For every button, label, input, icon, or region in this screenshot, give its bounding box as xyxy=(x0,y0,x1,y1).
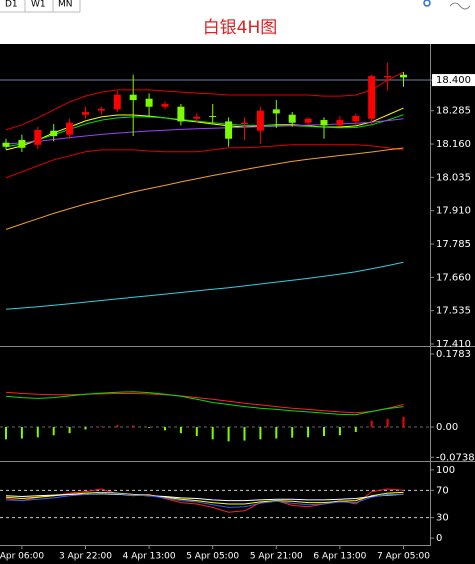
candle-body xyxy=(225,121,233,139)
x-tick-label: Apr 06:00 xyxy=(0,552,44,562)
histogram-bar xyxy=(291,427,294,438)
candle-body xyxy=(288,114,296,123)
histogram-bar xyxy=(402,416,405,428)
y-tick-label: 18.160 xyxy=(436,139,471,150)
histogram-bar xyxy=(148,427,151,428)
y-tick-label: 17.410 xyxy=(436,339,471,350)
candle-body xyxy=(66,122,74,135)
rsi-line xyxy=(5,492,404,508)
y-tick-label: 0 xyxy=(436,533,442,544)
candle-body xyxy=(241,122,248,125)
histogram-bar xyxy=(370,420,373,428)
histogram-bar xyxy=(338,427,341,436)
x-tick-label: 5 Apr 21:00 xyxy=(250,552,303,562)
histogram-bar xyxy=(211,427,214,440)
candle-body xyxy=(193,116,201,119)
histogram-bar xyxy=(116,425,119,428)
candle-body xyxy=(384,76,392,78)
y-tick-label: 18.285 xyxy=(436,106,471,117)
x-tick-label: 6 Apr 13:00 xyxy=(313,552,366,562)
x-tick-label: 3 Apr 22:00 xyxy=(59,552,112,562)
histogram-bar xyxy=(386,418,389,428)
candle-body xyxy=(2,142,10,147)
y-tick-label: 70 xyxy=(436,485,449,496)
candle-body xyxy=(272,109,280,114)
tab[interactable]: MN xyxy=(58,0,73,10)
macd-line xyxy=(5,391,404,416)
histogram-bar xyxy=(354,427,357,432)
candle-body xyxy=(177,106,185,122)
chart-title: 白银4H图 xyxy=(203,18,278,38)
candle-body xyxy=(304,118,312,123)
candle-body xyxy=(82,112,89,115)
histogram-bar xyxy=(307,427,310,438)
y-tick-label: 17.660 xyxy=(436,272,471,283)
candle-body xyxy=(368,76,376,119)
y-tick-label: 18.400 xyxy=(436,75,471,86)
candle-body xyxy=(18,140,26,148)
histogram-bar xyxy=(132,425,135,428)
candle-body xyxy=(161,104,169,107)
candle-body xyxy=(129,94,137,101)
price-label-box xyxy=(432,74,475,87)
histogram-bar xyxy=(275,427,278,439)
rsi-line xyxy=(5,493,404,502)
candle-body xyxy=(50,130,58,137)
candle-body xyxy=(113,94,121,110)
y-tick-label: 18.035 xyxy=(436,172,471,183)
candle-body xyxy=(400,74,407,78)
histogram-bar xyxy=(323,427,325,437)
y-tick-label: -0.0738 xyxy=(436,452,475,463)
x-tick-label: 5 Apr 05:00 xyxy=(186,552,239,562)
candle-body xyxy=(352,116,360,122)
tab[interactable]: D1 xyxy=(5,0,18,10)
indicator-line xyxy=(5,261,404,310)
histogram-bar xyxy=(179,427,182,434)
y-tick-label: 17.910 xyxy=(436,206,471,217)
macd-line xyxy=(5,391,404,414)
histogram-bar xyxy=(195,427,198,437)
candle-body xyxy=(97,108,105,111)
y-tick-label: 0.1783 xyxy=(436,349,471,360)
histogram-bar xyxy=(227,427,230,442)
histogram-bar xyxy=(5,427,7,440)
histogram-bar xyxy=(84,427,87,430)
histogram-bar xyxy=(243,427,246,441)
y-tick-label: 17.535 xyxy=(436,306,471,317)
y-tick-label: 0.00 xyxy=(436,422,458,433)
candle-body xyxy=(209,116,217,118)
y-tick-label: 17.785 xyxy=(436,239,471,250)
histogram-bar xyxy=(100,426,103,428)
chart-background xyxy=(0,44,475,564)
histogram-bar xyxy=(52,427,55,436)
histogram-bar xyxy=(164,427,166,431)
search-icon[interactable] xyxy=(423,0,431,7)
candle-body xyxy=(256,110,264,131)
candle-body xyxy=(336,120,344,126)
y-tick-label: 30 xyxy=(436,513,449,524)
y-tick-label: 100 xyxy=(436,465,455,476)
histogram-bar xyxy=(36,427,39,438)
histogram-bar xyxy=(259,427,262,440)
x-tick-label: 7 Apr 05:00 xyxy=(377,552,430,562)
histogram-bar xyxy=(20,427,23,439)
indicator-line xyxy=(5,144,404,179)
x-tick-label: 4 Apr 13:00 xyxy=(123,552,176,562)
indicator-line xyxy=(5,71,404,131)
settings-icon[interactable] xyxy=(449,2,471,10)
histogram-bar xyxy=(68,427,71,434)
tab[interactable]: W1 xyxy=(31,0,46,10)
indicator-line xyxy=(5,147,404,230)
candle-body xyxy=(34,129,42,145)
candle-body xyxy=(320,120,328,126)
toolbar xyxy=(0,0,475,44)
candle-body xyxy=(145,98,153,107)
